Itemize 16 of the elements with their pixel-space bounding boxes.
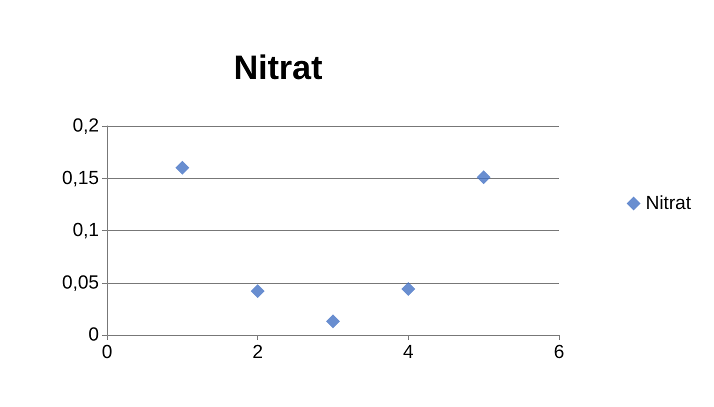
point: [476, 170, 491, 184]
x-tick-label: 4: [403, 342, 414, 363]
y-tick-label: 0,15: [62, 168, 99, 189]
x-tick-label: 2: [252, 342, 263, 363]
y-tick-label: 0,2: [72, 116, 99, 136]
y-tick-label: 0,05: [62, 272, 99, 294]
legend-label: Nitrat: [646, 193, 692, 214]
y-tick-label: 0,1: [72, 220, 99, 241]
point: [401, 282, 416, 296]
x-tick-label: 6: [554, 342, 564, 363]
point: [175, 160, 190, 175]
point: [326, 314, 340, 328]
x-tick-label: 0: [102, 342, 112, 363]
chart-title: Nitrat: [234, 49, 322, 87]
point: [250, 284, 265, 298]
y-tick-label: 0: [88, 324, 99, 346]
